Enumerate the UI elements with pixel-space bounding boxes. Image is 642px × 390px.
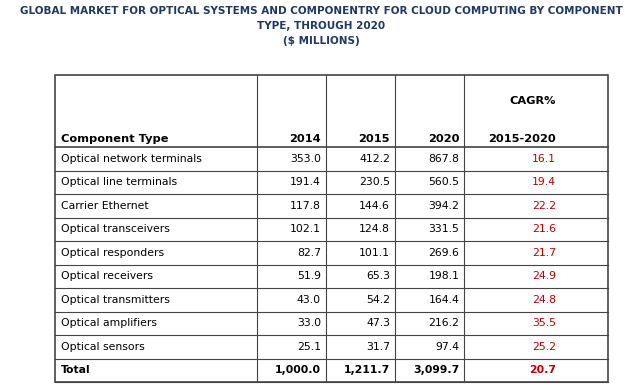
Text: 1,211.7: 1,211.7 (344, 365, 390, 375)
Text: 1,000.0: 1,000.0 (275, 365, 321, 375)
Text: 51.9: 51.9 (297, 271, 321, 281)
Text: 3,099.7: 3,099.7 (413, 365, 459, 375)
Text: 33.0: 33.0 (297, 318, 321, 328)
Text: 867.8: 867.8 (428, 154, 459, 164)
Text: 82.7: 82.7 (297, 248, 321, 258)
Text: Optical sensors: Optical sensors (61, 342, 144, 352)
Text: 21.6: 21.6 (532, 224, 556, 234)
Text: Carrier Ethernet: Carrier Ethernet (61, 201, 149, 211)
Text: 25.2: 25.2 (532, 342, 556, 352)
Text: Optical amplifiers: Optical amplifiers (61, 318, 157, 328)
Text: 412.2: 412.2 (360, 154, 390, 164)
Text: 21.7: 21.7 (532, 248, 556, 258)
Text: 19.4: 19.4 (532, 177, 556, 187)
Text: 269.6: 269.6 (428, 248, 459, 258)
Text: Component Type: Component Type (61, 134, 168, 144)
Text: 124.8: 124.8 (360, 224, 390, 234)
Text: Optical transmitters: Optical transmitters (61, 295, 170, 305)
Bar (55, 75, 608, 382)
Text: 230.5: 230.5 (359, 177, 390, 187)
Text: 16.1: 16.1 (532, 154, 556, 164)
Text: CAGR%: CAGR% (510, 96, 556, 106)
Text: 25.1: 25.1 (297, 342, 321, 352)
Text: 560.5: 560.5 (428, 177, 459, 187)
Text: 198.1: 198.1 (428, 271, 459, 281)
Text: 102.1: 102.1 (290, 224, 321, 234)
Text: Optical network terminals: Optical network terminals (61, 154, 202, 164)
Text: 331.5: 331.5 (428, 224, 459, 234)
Text: 353.0: 353.0 (290, 154, 321, 164)
Text: Optical line terminals: Optical line terminals (61, 177, 177, 187)
Text: 54.2: 54.2 (366, 295, 390, 305)
Text: 35.5: 35.5 (532, 318, 556, 328)
Text: 47.3: 47.3 (366, 318, 390, 328)
Text: 65.3: 65.3 (366, 271, 390, 281)
Text: Optical receivers: Optical receivers (61, 271, 153, 281)
Text: 164.4: 164.4 (428, 295, 459, 305)
Text: 24.9: 24.9 (532, 271, 556, 281)
Text: 191.4: 191.4 (290, 177, 321, 187)
Text: 394.2: 394.2 (428, 201, 459, 211)
Text: 2015-2020: 2015-2020 (489, 134, 556, 144)
Text: 117.8: 117.8 (290, 201, 321, 211)
Text: Optical responders: Optical responders (61, 248, 164, 258)
Text: 20.7: 20.7 (529, 365, 556, 375)
Text: 216.2: 216.2 (428, 318, 459, 328)
Text: Total: Total (61, 365, 91, 375)
Text: 97.4: 97.4 (435, 342, 459, 352)
Text: 101.1: 101.1 (359, 248, 390, 258)
Text: 2015: 2015 (359, 134, 390, 144)
Text: 24.8: 24.8 (532, 295, 556, 305)
Text: 2014: 2014 (290, 134, 321, 144)
Text: 144.6: 144.6 (360, 201, 390, 211)
Text: 22.2: 22.2 (532, 201, 556, 211)
Text: 2020: 2020 (428, 134, 459, 144)
Text: GLOBAL MARKET FOR OPTICAL SYSTEMS AND COMPONENTRY FOR CLOUD COMPUTING BY COMPONE: GLOBAL MARKET FOR OPTICAL SYSTEMS AND CO… (20, 6, 622, 46)
Text: 43.0: 43.0 (297, 295, 321, 305)
Text: Optical transceivers: Optical transceivers (61, 224, 170, 234)
Text: 31.7: 31.7 (366, 342, 390, 352)
